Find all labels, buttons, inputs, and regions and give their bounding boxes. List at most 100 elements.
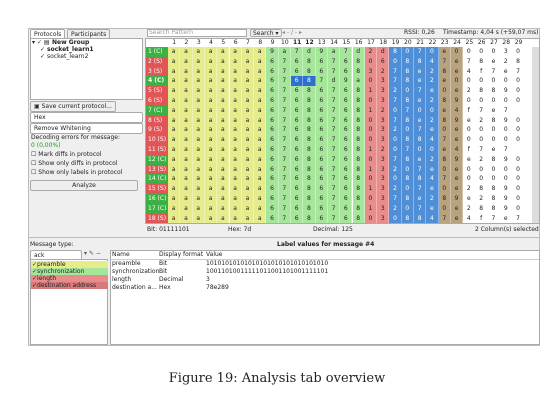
cell: 3 [377, 86, 390, 96]
save-button[interactable]: ▣ Save current protocol... [30, 101, 116, 112]
checkbox[interactable]: ☐ Mark diffs in protocol [31, 151, 102, 158]
cell: a [192, 56, 205, 67]
cell: a [254, 96, 267, 106]
column-header: 5 [221, 39, 226, 46]
cell: 8 [352, 184, 365, 194]
tree-item[interactable]: socket_learn2 [47, 53, 89, 60]
cell: 0 [487, 174, 501, 185]
cell: 7 [463, 56, 476, 67]
column-header: 18 [379, 39, 388, 46]
cell: a [229, 135, 242, 145]
cell: a [204, 145, 218, 155]
cell: 7 [278, 135, 291, 145]
cell: 2 [463, 86, 476, 96]
search-input[interactable] [147, 29, 247, 37]
decoding-select[interactable]: Remove Whitening [30, 123, 143, 134]
cell: a [229, 56, 242, 67]
cell: a [241, 203, 255, 214]
cell: a [241, 56, 255, 67]
cell: a [204, 213, 218, 223]
cell: 6 [291, 174, 304, 185]
cell: 6 [315, 56, 328, 67]
cell: a [192, 96, 205, 106]
row-header: 10 (S) [146, 135, 168, 145]
cell: 9 [450, 194, 464, 204]
tree-group[interactable]: New Group [52, 39, 90, 46]
column-header: 25 [465, 39, 474, 46]
cell: 0 [512, 135, 525, 145]
type-icons[interactable]: ▾ ✎ − [84, 250, 101, 257]
checkbox[interactable]: ☐ Show only labels in protocol [31, 169, 123, 176]
cell: 7 [291, 47, 304, 57]
cell: 8 [414, 56, 427, 67]
column-header: 2 [184, 39, 189, 46]
label-item[interactable]: ✓destination address [31, 282, 108, 289]
cell: 6 [266, 213, 279, 223]
cell: a [229, 115, 242, 126]
cell: a [192, 174, 205, 185]
cell: a [204, 86, 218, 96]
cell: 2 [475, 194, 488, 204]
cell: e [438, 76, 451, 87]
cell: 8 [487, 115, 501, 126]
cell: 8 [487, 184, 501, 194]
cell: a [204, 76, 218, 87]
cell: 0 [401, 125, 414, 136]
message-type-label: Message type: [30, 241, 74, 248]
view-select[interactable]: Hex [30, 112, 143, 123]
cell: 6 [291, 213, 304, 223]
cell: a [241, 184, 255, 194]
cell: 3 [377, 76, 390, 87]
cell: 6 [315, 115, 328, 126]
splitter [28, 237, 540, 238]
cell: a [241, 164, 255, 175]
cell: 6 [266, 184, 279, 194]
column-header: 29 [514, 39, 523, 46]
nav-arrows[interactable]: ◂ - / - ▸ [282, 29, 303, 36]
cell: 0 [426, 47, 439, 57]
cell: 0 [438, 164, 451, 175]
cell: a [278, 47, 291, 57]
cell: 7 [389, 76, 402, 87]
icon: ▣ [34, 103, 42, 110]
cell: e [463, 194, 476, 204]
cell: a [168, 96, 181, 106]
cell: a [254, 194, 267, 204]
cell: a [254, 47, 267, 57]
label-item[interactable]: ✓synchronization [31, 268, 108, 275]
cell: 7 [327, 145, 341, 155]
cell: 4 [426, 174, 439, 185]
checkbox[interactable]: ☐ Show only diffs in protocol [31, 160, 118, 167]
label-list: ✓preamble ✓synchronization ✓length ✓destina… [30, 259, 108, 345]
cell: 6 [315, 174, 328, 185]
column-header: 15 [342, 39, 351, 46]
analyze-button[interactable]: Analyze [30, 180, 138, 191]
cell: 0 [512, 125, 525, 136]
cell: a [180, 145, 193, 155]
cell: 2 [377, 145, 390, 155]
row-header: 6 (S) [146, 96, 168, 106]
tree-item[interactable]: socket_learn1 [47, 46, 94, 53]
cell: 7 [414, 47, 427, 57]
cell: 7 [327, 213, 341, 223]
cell: e [487, 56, 501, 67]
cell: 7 [401, 105, 414, 116]
label-item[interactable]: ✓preamble [31, 261, 108, 268]
cell: a [192, 213, 205, 223]
cell: 7 [389, 154, 402, 165]
table-header: Value [206, 251, 223, 258]
table-cell: preamble [112, 260, 141, 267]
table-cell: 78e289 [206, 284, 229, 291]
cell: 4 [426, 213, 439, 223]
cell: 6 [291, 194, 304, 204]
cell: a [204, 184, 218, 194]
cell: a [168, 194, 181, 204]
label-item[interactable]: ✓length [31, 275, 108, 282]
column-header: 19 [391, 39, 400, 46]
search-button[interactable]: Search ▾ [250, 29, 282, 37]
cell: a [204, 135, 218, 145]
cell: 7 [475, 105, 488, 116]
cell: 7 [327, 184, 341, 194]
cell: a [241, 105, 255, 116]
cell: a [192, 47, 205, 57]
